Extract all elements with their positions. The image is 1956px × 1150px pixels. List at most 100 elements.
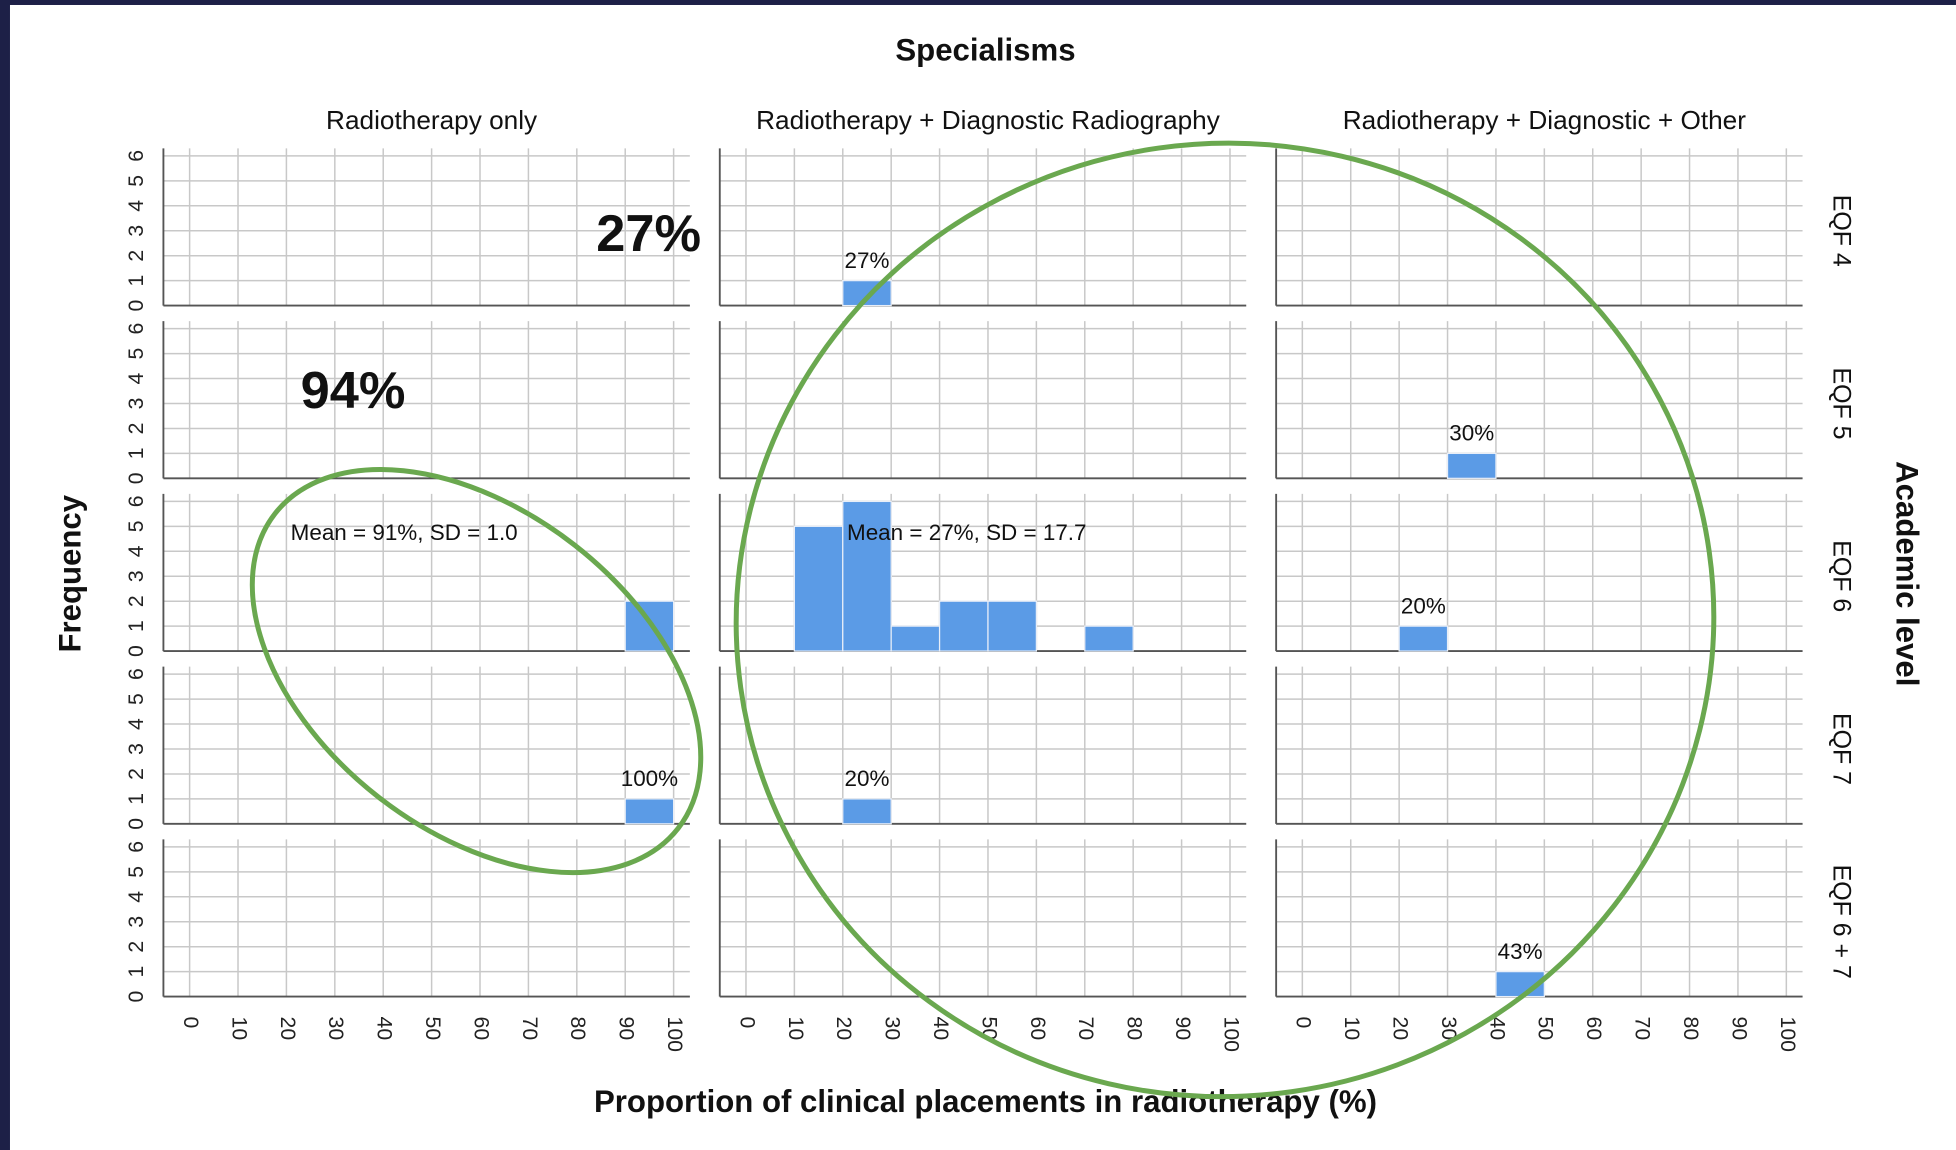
chart-title: Specialisms [895, 33, 1075, 68]
x-tick-label: 70 [1074, 1017, 1097, 1041]
y-tick-label: 6 [125, 150, 148, 162]
x-tick-label: 0 [1292, 1017, 1315, 1029]
x-tick-label: 10 [227, 1017, 250, 1041]
x-tick-label: 20 [1389, 1017, 1412, 1041]
x-tick-label: 10 [1340, 1017, 1363, 1041]
y-tick-label: 4 [125, 545, 148, 557]
y-tick-label: 0 [125, 991, 148, 1003]
y-tick-label: 1 [125, 793, 148, 805]
x-tick-label: 10 [784, 1017, 807, 1041]
y-tick-label: 6 [125, 668, 148, 680]
highlight-ellipse [733, 140, 1717, 1100]
bar [842, 280, 892, 307]
data-label: 43% [1498, 939, 1543, 964]
x-tick-label: 30 [324, 1017, 347, 1041]
x-tick-label: 70 [1631, 1017, 1654, 1041]
annotation: Mean = 27%, SD = 17.7 [847, 520, 1086, 545]
y-tick-label: 3 [125, 570, 148, 582]
x-tick-label: 30 [881, 1017, 904, 1041]
bar [987, 600, 1038, 652]
x-tick-label: 90 [1171, 1017, 1194, 1041]
x-tick-label: 80 [1679, 1017, 1702, 1041]
column-title: Radiotherapy + Diagnostic + Other [1343, 105, 1747, 135]
y-tick-label: 1 [125, 275, 148, 287]
y-tick-label: 6 [125, 323, 148, 335]
y-tick-label: 5 [125, 693, 148, 705]
bar [890, 625, 941, 652]
y-tick-label: 5 [125, 520, 148, 532]
y-tick-label: 1 [125, 447, 148, 459]
bar [1446, 452, 1497, 479]
row-title: Academic level [1890, 461, 1925, 686]
x-tick-label: 40 [1485, 1017, 1508, 1041]
highlight-ellipse [249, 467, 704, 876]
x-tick-label: 80 [566, 1017, 589, 1041]
data-label: 27% [845, 248, 890, 273]
column-title: Radiotherapy + Diagnostic Radiography [756, 105, 1221, 135]
x-tick-label: 50 [1534, 1017, 1557, 1041]
bar [842, 500, 892, 652]
x-axis-label: Proportion of clinical placements in rad… [594, 1084, 1377, 1119]
y-tick-label: 0 [125, 818, 148, 830]
y-tick-label: 4 [125, 718, 148, 730]
data-label: 30% [1449, 421, 1494, 446]
x-tick-label: 60 [1026, 1017, 1049, 1041]
data-label: 20% [1401, 593, 1446, 618]
x-tick-label: 20 [832, 1017, 855, 1041]
y-tick-label: 0 [125, 472, 148, 484]
y-tick-label: 4 [125, 200, 148, 212]
bar [938, 600, 989, 652]
row-label: EQF 7 [1827, 713, 1855, 785]
x-tick-label: 40 [373, 1017, 396, 1041]
x-tick-label: 100 [663, 1017, 686, 1052]
y-tick-label: 0 [125, 300, 148, 312]
y-tick-label: 5 [125, 348, 148, 360]
x-tick-label: 90 [1727, 1017, 1750, 1041]
x-tick-label: 60 [469, 1017, 492, 1041]
x-tick-label: 0 [179, 1017, 202, 1029]
data-label: 100% [621, 766, 678, 791]
x-tick-label: 90 [615, 1017, 638, 1041]
y-tick-label: 3 [125, 743, 148, 755]
x-tick-label: 100 [1776, 1017, 1799, 1052]
x-tick-label: 20 [276, 1017, 299, 1041]
x-tick-label: 100 [1219, 1017, 1242, 1052]
y-tick-label: 3 [125, 916, 148, 928]
y-tick-label: 2 [125, 941, 148, 953]
bar [842, 798, 892, 825]
overlay-annotation: 94% [301, 362, 406, 420]
x-tick-label: 70 [518, 1017, 541, 1041]
bar [1398, 625, 1449, 652]
x-tick-label: 30 [1437, 1017, 1460, 1041]
y-tick-label: 2 [125, 250, 148, 262]
x-tick-label: 0 [735, 1017, 758, 1029]
y-tick-label: 0 [125, 645, 148, 657]
y-tick-label: 4 [125, 891, 148, 903]
y-tick-label: 6 [125, 841, 148, 853]
x-tick-label: 40 [929, 1017, 952, 1041]
bar [793, 525, 844, 652]
background [9, 4, 1956, 1150]
y-tick-label: 5 [125, 866, 148, 878]
column-title: Radiotherapy only [326, 105, 538, 135]
y-tick-label: 2 [125, 423, 148, 435]
y-tick-label: 4 [125, 372, 148, 384]
row-label: EQF 5 [1827, 367, 1855, 439]
y-tick-label: 2 [125, 768, 148, 780]
y-tick-label: 5 [125, 175, 148, 187]
x-tick-label: 50 [421, 1017, 444, 1041]
y-tick-label: 6 [125, 496, 148, 508]
bar [1084, 625, 1134, 652]
row-label: EQF 6 + 7 [1827, 865, 1855, 979]
y-tick-label: 3 [125, 398, 148, 410]
bar [624, 798, 675, 825]
y-tick-label: 3 [125, 225, 148, 237]
y-tick-label: 1 [125, 966, 148, 978]
y-tick-label: 1 [125, 620, 148, 632]
annotation: Mean = 91%, SD = 1.0 [291, 520, 518, 545]
row-label: EQF 6 [1827, 540, 1855, 612]
y-axis-label: Frequency [53, 494, 88, 652]
data-label: 20% [845, 766, 890, 791]
